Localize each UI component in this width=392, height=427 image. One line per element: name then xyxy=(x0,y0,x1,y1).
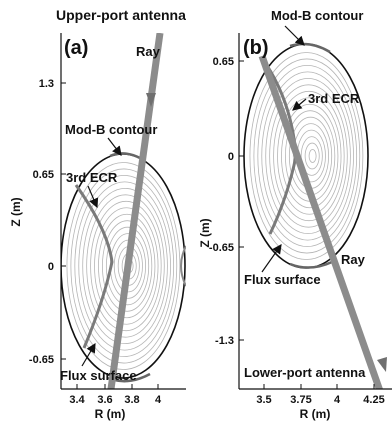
panel-a-ray-label: Ray xyxy=(136,44,161,59)
panel-a-ray-arrowhead xyxy=(146,93,156,107)
panel-b-xtick-4: 4.25 xyxy=(363,394,384,406)
panel-b-y-ticks: 0.65 0 -0.65 -1.3 xyxy=(209,56,244,347)
flux-surface-2 xyxy=(304,142,320,170)
panel-b-modb-arc xyxy=(289,42,331,54)
panel-a-modb-arc xyxy=(109,152,141,160)
flux-surface-1 xyxy=(308,149,317,163)
panel-b-xtick-3: 4 xyxy=(334,394,341,406)
panel-b-modb-bottom-arc xyxy=(289,260,333,269)
flux-surface-15 xyxy=(253,58,361,254)
flux-surface-6 xyxy=(105,226,150,306)
panel-b-ytick-2: 0 xyxy=(228,151,234,163)
panel-b-flux-surfaces xyxy=(249,52,364,260)
panel-b-ecr-label: 3rd ECR xyxy=(308,91,360,106)
panel-a-modb-label: Mod-B contour xyxy=(65,122,157,137)
flux-surface-8 xyxy=(281,103,339,209)
flux-surface-10 xyxy=(90,200,162,332)
panel-a-xtick-1: 3.4 xyxy=(69,394,85,406)
flux-surface-16 xyxy=(249,52,364,260)
panel-b-ylabel: Z (m) xyxy=(198,218,212,247)
panel-b-modb-label: Mod-B contour xyxy=(271,8,363,23)
panel-b-xtick-1: 3.5 xyxy=(256,394,271,406)
flux-surface-7 xyxy=(102,220,153,312)
panel-a-ytick-1: 1.3 xyxy=(39,78,54,90)
panel-a-flux-label: Flux surface xyxy=(60,368,137,383)
panel-b-flux-label: Flux surface xyxy=(244,272,321,287)
panel-a-ecr-curve xyxy=(74,184,114,349)
panel-a-ylabel: Z (m) xyxy=(9,197,23,226)
flux-surface-8 xyxy=(98,213,156,319)
panel-b-label: (b) xyxy=(243,37,269,59)
flux-surface-12 xyxy=(265,77,351,235)
flux-surface-14 xyxy=(257,65,358,247)
flux-surface-9 xyxy=(94,207,159,325)
panel-a-ray xyxy=(107,33,164,389)
panel-b-ytick-4: -1.3 xyxy=(215,335,234,347)
panel-a-xlabel: R (m) xyxy=(95,407,126,421)
panel-a-title: Upper-port antenna xyxy=(56,7,186,23)
panel-a-xtick-4: 4 xyxy=(155,394,162,406)
panel-b-ray xyxy=(258,54,384,389)
panel-a-ytick-3: 0 xyxy=(48,261,54,273)
panel-b-plasma-boundary xyxy=(243,43,369,269)
panel-a-ecr-label: 3rd ECR xyxy=(66,170,118,185)
panel-a-x-ticks: 3.4 3.6 3.8 4 xyxy=(69,384,162,406)
flux-surface-13 xyxy=(78,181,171,351)
flux-surface-12 xyxy=(82,187,168,345)
flux-surface-11 xyxy=(269,84,348,228)
panel-a-label: (a) xyxy=(64,37,88,59)
panel-b-x-ticks: 3.5 3.75 4 4.25 xyxy=(256,384,385,406)
panel-b-ray-label: Ray xyxy=(341,252,366,267)
panel-a-y-ticks: 1.3 0.65 0 -0.65 xyxy=(29,78,66,366)
flux-surface-9 xyxy=(277,97,342,215)
panel-a-ytick-2: 0.65 xyxy=(33,169,54,181)
panel-a: Upper-port antenna 1.3 xyxy=(9,7,186,421)
panel-b-xlabel: R (m) xyxy=(300,407,331,421)
panel-a-xtick-2: 3.6 xyxy=(97,394,112,406)
flux-surface-13 xyxy=(261,71,354,241)
panel-a-side-contour xyxy=(180,245,186,287)
flux-surface-3 xyxy=(300,136,323,176)
flux-surface-16 xyxy=(66,162,181,370)
flux-surface-14 xyxy=(74,175,175,357)
panel-b-ytick-1: 0.65 xyxy=(213,56,234,68)
panel-a-ytick-4: -0.65 xyxy=(29,354,54,366)
flux-surface-11 xyxy=(86,194,165,338)
panel-b-ytick-3: -0.65 xyxy=(209,242,234,254)
flux-surface-15 xyxy=(70,168,178,364)
panel-a-xtick-3: 3.8 xyxy=(124,394,139,406)
panel-b-xtick-2: 3.75 xyxy=(290,394,311,406)
flux-surface-10 xyxy=(273,90,345,222)
panel-b: Lower-port antenna 0.65 0 -0.65 -1.3 xyxy=(198,8,392,421)
panel-b-title: Lower-port antenna xyxy=(244,365,366,380)
panel-a-flux-surfaces xyxy=(66,162,181,370)
panel-b-ray-arrowhead xyxy=(377,357,387,372)
